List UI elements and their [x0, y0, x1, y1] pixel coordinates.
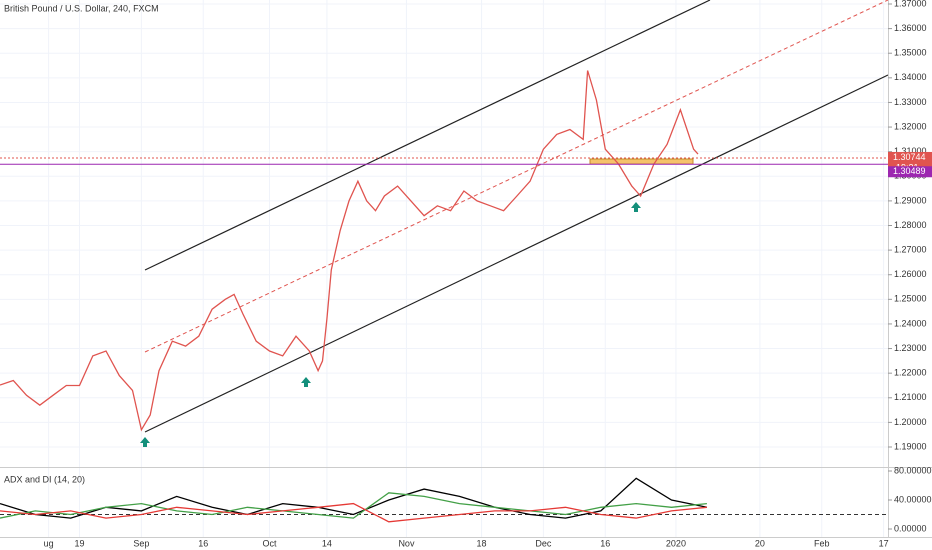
- y-tick-label: 1.25000: [894, 294, 927, 304]
- x-tick-label: 14: [322, 538, 332, 548]
- y-tick-label: 40.00000: [894, 494, 932, 504]
- grid: [0, 0, 888, 537]
- x-tick-label: Dec: [535, 538, 552, 548]
- price-tag-label: 1.30489: [893, 166, 926, 176]
- channel-lower: [144, 74, 889, 433]
- series-line: [0, 477, 708, 519]
- series-line: [0, 492, 707, 519]
- support-box: [589, 158, 694, 165]
- price-line: [0, 70, 699, 432]
- channel-upper: [144, 0, 711, 271]
- x-tick-label: 2020: [666, 538, 686, 548]
- x-tick-label: ug: [44, 538, 54, 548]
- x-tick-label: 20: [755, 538, 765, 548]
- y-tick-label: 1.28000: [894, 220, 927, 230]
- x-tick-label: Sep: [133, 538, 149, 548]
- x-tick-label: 17: [879, 538, 889, 548]
- x-tick-label: 16: [600, 538, 610, 548]
- y-tick-label: 1.20000: [894, 417, 927, 427]
- y-tick-label: 1.32000: [894, 121, 927, 131]
- y-tick-label: 80.00000: [894, 465, 932, 475]
- x-tick-label: Oct: [262, 538, 277, 548]
- price-tag-label: 1.30744: [893, 152, 926, 162]
- y-tick-label: 1.33000: [894, 97, 927, 107]
- y-tick-label: 1.37000: [894, 0, 927, 8]
- x-tick-label: 16: [198, 538, 208, 548]
- x-tick-label: 19: [75, 538, 85, 548]
- y-tick-label: 1.31000: [894, 146, 927, 156]
- chart-title: British Pound / U.S. Dollar, 240, FXCM: [4, 3, 159, 13]
- indicator-title: ADX and DI (14, 20): [4, 474, 85, 484]
- y-tick-label: 1.21000: [894, 392, 927, 402]
- x-tick-label: 18: [477, 538, 487, 548]
- arrows: [140, 202, 641, 447]
- series-line: [0, 502, 707, 523]
- arrow: [301, 377, 311, 387]
- y-tick-label: 0.00000: [894, 523, 927, 533]
- price-tag: [888, 166, 932, 178]
- y-tick-label: 1.36000: [894, 23, 927, 33]
- y-tick-label: 1.23000: [894, 343, 927, 353]
- y-tick-label: 1.34000: [894, 72, 927, 82]
- y-tick-label: 1.29000: [894, 195, 927, 205]
- arrow: [140, 437, 150, 447]
- x-tick-label: Nov: [398, 538, 415, 548]
- y-tick-label: 1.27000: [894, 244, 927, 254]
- x-tick-label: Feb: [814, 538, 830, 548]
- y-tick-label: 1.24000: [894, 318, 927, 328]
- y-tick-label: 1.26000: [894, 269, 927, 279]
- y-tick-label: 1.22000: [894, 368, 927, 378]
- arrow: [631, 202, 641, 212]
- y-tick-label: 1.19000: [894, 441, 927, 451]
- y-tick-label: 1.35000: [894, 48, 927, 58]
